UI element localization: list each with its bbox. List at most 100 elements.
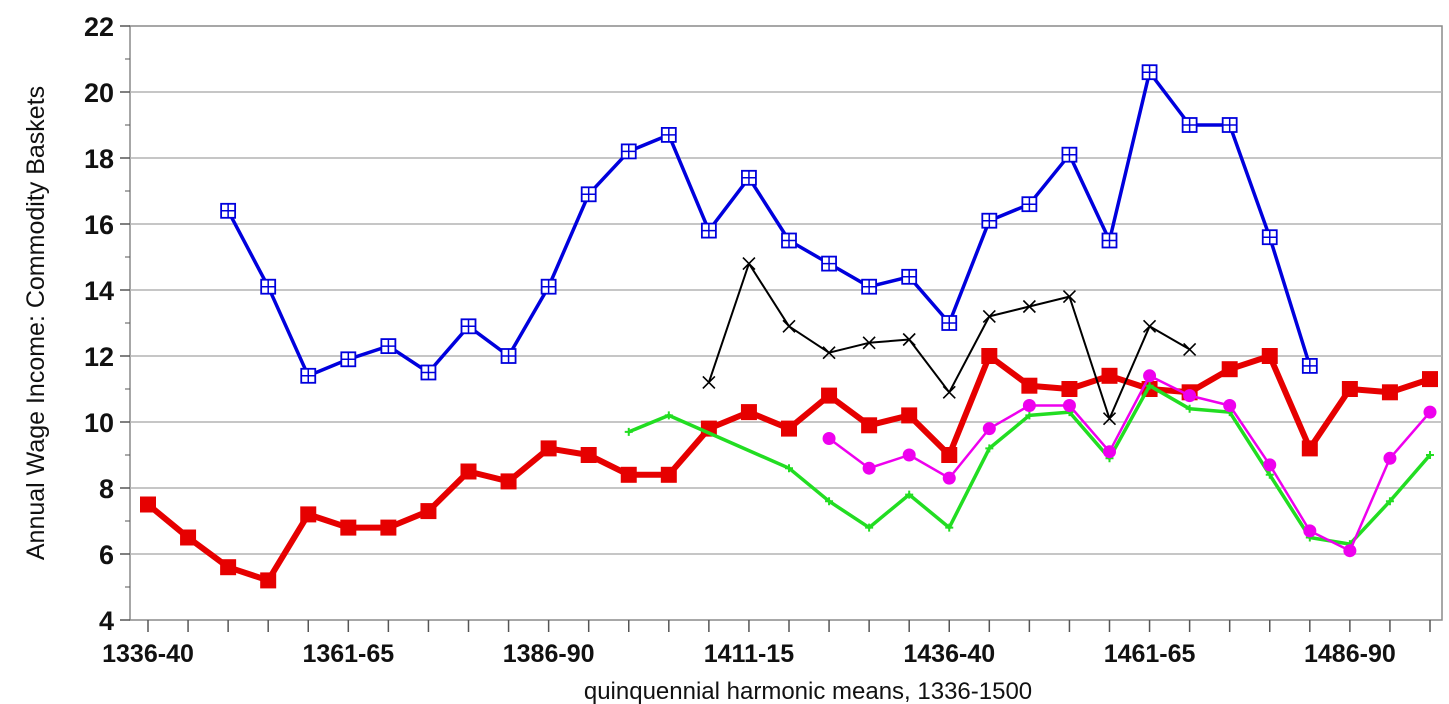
data-point xyxy=(1341,381,1358,397)
data-point xyxy=(1301,440,1318,457)
data-point xyxy=(1383,451,1397,465)
data-point xyxy=(1145,381,1154,390)
data-point-cross xyxy=(621,144,636,159)
data-point xyxy=(1025,411,1034,420)
y-tick-label: 22 xyxy=(84,12,114,42)
x-axis-title: quinquennial harmonic means, 1336-1500 xyxy=(584,678,1032,704)
data-point xyxy=(1021,377,1038,394)
data-point xyxy=(781,420,797,437)
data-point xyxy=(865,523,874,532)
data-point xyxy=(1221,361,1238,378)
data-point xyxy=(822,346,836,360)
data-point-cross xyxy=(1262,230,1277,245)
data-point xyxy=(1261,348,1278,364)
data-point-cross xyxy=(341,352,356,367)
data-point xyxy=(1385,497,1394,506)
data-point-cross xyxy=(1302,358,1317,373)
data-point xyxy=(902,448,916,462)
data-point xyxy=(140,496,156,513)
data-point-cross xyxy=(1102,233,1117,248)
data-point-cross xyxy=(221,203,236,218)
data-point-cross xyxy=(381,339,396,354)
data-point-cross xyxy=(1062,147,1077,162)
data-point xyxy=(624,427,633,436)
series-1 xyxy=(220,64,1318,384)
data-point xyxy=(1183,342,1197,356)
data-point xyxy=(862,461,876,475)
data-point xyxy=(300,506,317,523)
x-tick-label: 1336-40 xyxy=(102,640,194,668)
data-point xyxy=(1062,399,1076,412)
data-point-cross xyxy=(661,127,676,142)
data-point-cross xyxy=(581,187,596,202)
data-point xyxy=(660,466,677,483)
data-point xyxy=(1142,319,1157,333)
y-tick-label: 10 xyxy=(84,408,114,438)
x-tick-label: 1361-65 xyxy=(302,640,394,668)
data-point-cross xyxy=(701,223,716,238)
data-point xyxy=(985,444,994,453)
data-point-cross xyxy=(902,269,917,284)
data-point xyxy=(1343,544,1357,558)
data-point xyxy=(942,471,956,485)
x-tick-label: 1386-90 xyxy=(503,640,595,668)
x-tick-label: 1486-90 xyxy=(1304,640,1396,668)
series-2 xyxy=(140,348,1438,589)
data-point xyxy=(1022,299,1036,314)
data-point xyxy=(1223,399,1237,412)
data-point xyxy=(460,463,477,480)
data-point xyxy=(902,332,916,347)
data-point-cross xyxy=(822,256,837,271)
data-point xyxy=(1381,384,1398,401)
data-point xyxy=(1263,458,1277,472)
data-point xyxy=(260,572,277,589)
data-point xyxy=(1143,369,1157,383)
data-point xyxy=(1185,404,1194,413)
data-point xyxy=(380,519,397,536)
y-tick-label: 8 xyxy=(99,474,114,504)
data-point xyxy=(220,559,237,576)
x-tick-label: 1411-15 xyxy=(704,640,794,668)
data-point xyxy=(1423,405,1437,419)
data-point xyxy=(901,407,918,424)
data-point xyxy=(941,447,958,463)
data-point-cross xyxy=(741,170,756,185)
data-point xyxy=(945,523,954,532)
data-point xyxy=(180,529,197,546)
data-point-cross xyxy=(1222,118,1237,132)
gridlines xyxy=(130,91,1442,555)
data-point-cross xyxy=(261,279,276,294)
data-point xyxy=(500,473,517,490)
data-point-cross xyxy=(862,279,877,294)
data-point-cross xyxy=(1022,197,1037,212)
data-point-cross xyxy=(1142,65,1157,80)
data-point xyxy=(664,411,673,420)
y-tick-label: 20 xyxy=(84,78,114,108)
data-point xyxy=(1022,399,1036,412)
data-point xyxy=(822,432,836,445)
data-point-cross xyxy=(982,213,997,228)
y-tick-label: 16 xyxy=(84,210,114,240)
y-axis-title: Annual Wage Income: Commodity Baskets xyxy=(22,86,50,560)
y-tick-label: 14 xyxy=(84,276,114,306)
data-point-cross xyxy=(541,279,556,294)
data-point-cross xyxy=(461,319,476,334)
data-point xyxy=(420,503,437,520)
data-point-cross xyxy=(942,316,957,330)
series-4 xyxy=(624,381,1434,549)
data-point xyxy=(1265,470,1274,479)
data-point xyxy=(1426,451,1434,459)
data-point xyxy=(1183,389,1197,403)
data-point-cross xyxy=(782,233,796,248)
y-tick-label: 12 xyxy=(84,342,114,372)
x-tick-label: 1461-65 xyxy=(1104,640,1196,668)
data-point xyxy=(540,440,557,457)
series-line xyxy=(226,70,1312,378)
data-point xyxy=(620,466,637,483)
data-point xyxy=(580,447,597,463)
data-point xyxy=(942,385,956,399)
data-point xyxy=(702,375,716,389)
data-point xyxy=(981,348,998,364)
data-point xyxy=(1061,381,1078,397)
data-point xyxy=(1102,412,1117,426)
